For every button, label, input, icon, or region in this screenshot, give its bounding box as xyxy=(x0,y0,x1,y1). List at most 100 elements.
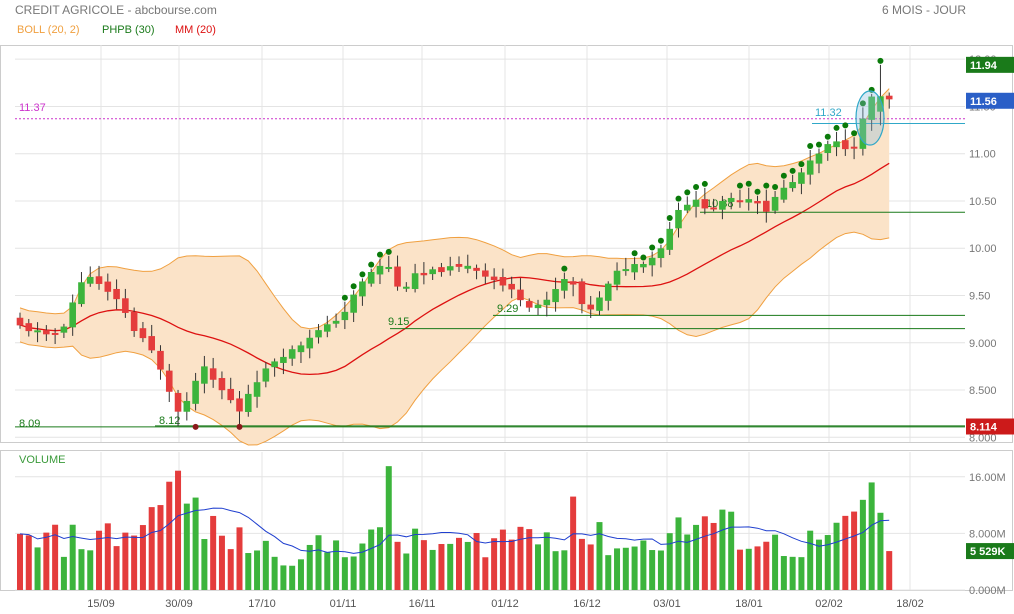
volume-bar xyxy=(175,470,182,590)
volume-bar xyxy=(859,499,866,590)
phpb-dot xyxy=(657,237,664,244)
candle-body xyxy=(280,356,287,363)
candle-body xyxy=(244,393,252,413)
volume-bar xyxy=(385,466,392,590)
volume-bar xyxy=(473,533,480,590)
volume-bar xyxy=(148,507,155,590)
volume-bar xyxy=(614,548,621,590)
x-tick-label: 03/01 xyxy=(653,598,681,610)
candle-body xyxy=(324,324,331,332)
volume-bar xyxy=(420,540,427,590)
volume-bar xyxy=(631,546,638,590)
volume-bar xyxy=(570,496,577,590)
candle-body xyxy=(613,270,621,285)
candle-body xyxy=(411,273,419,289)
candle-body xyxy=(78,282,85,305)
volume-bar xyxy=(666,533,673,590)
volume-bar xyxy=(736,549,743,590)
volume-tick-label: 8.000M xyxy=(969,528,1006,540)
phpb-dot xyxy=(859,100,866,107)
candle-body xyxy=(192,380,199,404)
candle-body xyxy=(727,197,735,202)
volume-bar xyxy=(745,548,752,590)
x-tick-label: 18/02 xyxy=(896,598,924,610)
y-tick-label: 10.50 xyxy=(969,196,997,208)
candle-body xyxy=(394,266,401,287)
candle-body xyxy=(517,289,524,301)
candle-body xyxy=(157,350,164,370)
volume-bar xyxy=(491,538,498,590)
candle-body xyxy=(499,277,507,286)
candle-body xyxy=(859,118,867,149)
level-label: 9.29 xyxy=(497,303,518,315)
candle-body xyxy=(631,264,638,273)
candle-body xyxy=(69,302,76,328)
candle-body xyxy=(376,265,384,275)
x-tick-label: 02/02 xyxy=(815,598,843,610)
candle-body xyxy=(218,378,226,391)
candle-body xyxy=(51,332,59,335)
candle-body xyxy=(438,267,445,273)
phpb-dot xyxy=(780,172,787,179)
x-tick-label: 01/12 xyxy=(491,598,519,610)
volume-bar xyxy=(87,550,94,590)
candle-body xyxy=(315,330,322,338)
candle-body xyxy=(60,326,68,333)
volume-bar xyxy=(166,481,173,590)
candle-body xyxy=(403,286,410,289)
candle-body xyxy=(122,298,129,313)
candle-body xyxy=(666,228,674,250)
x-tick-label: 30/09 xyxy=(165,598,193,610)
candle-body xyxy=(561,279,568,291)
price-tag-label: 8.114 xyxy=(970,421,998,433)
candle-body xyxy=(95,276,103,284)
candle-body xyxy=(754,200,761,204)
candle-body xyxy=(569,281,577,285)
phpb-dot xyxy=(701,180,708,187)
candle-body xyxy=(297,345,305,353)
volume-bar xyxy=(508,539,515,590)
volume-bar xyxy=(464,541,471,590)
candle-body xyxy=(534,304,542,309)
phpb-dot xyxy=(385,248,392,255)
candle-body xyxy=(113,288,120,300)
candle-body xyxy=(543,299,551,306)
moving-average-line xyxy=(19,162,890,376)
candle-body xyxy=(139,328,147,339)
volume-bar xyxy=(535,544,542,590)
candle-body xyxy=(692,199,700,207)
volume-bar xyxy=(254,550,261,590)
x-tick-label: 01/11 xyxy=(330,598,357,610)
phpb-dot xyxy=(359,271,366,278)
x-tick-label: 18/01 xyxy=(735,598,763,610)
phpb-dot xyxy=(772,183,779,190)
volume-bar xyxy=(701,516,708,590)
volume-bar xyxy=(596,522,603,590)
volume-bar xyxy=(78,549,85,590)
candle-body xyxy=(850,146,858,149)
candle-body xyxy=(34,330,41,333)
candle-body xyxy=(473,267,480,271)
volume-bar xyxy=(886,551,893,590)
candle-body xyxy=(771,196,779,211)
phpb-dot xyxy=(376,251,383,258)
phpb-dot xyxy=(666,214,673,221)
volume-bar xyxy=(34,547,41,590)
candle-body xyxy=(490,276,498,281)
volume-bar xyxy=(394,541,401,590)
candle-body xyxy=(710,207,717,210)
volume-tick-label: 0.000M xyxy=(969,585,1006,597)
candle-body xyxy=(833,141,840,148)
candle-body xyxy=(253,382,261,397)
price-tag xyxy=(966,92,1014,109)
candle-body xyxy=(719,200,726,210)
volume-bar xyxy=(341,557,348,590)
phpb-dot xyxy=(807,142,814,149)
candle-body xyxy=(201,366,208,384)
x-tick-label: 17/10 xyxy=(248,598,276,610)
legend-phpb: PHPB (30) xyxy=(102,24,155,36)
volume-bar xyxy=(183,503,190,590)
candle-body xyxy=(868,96,875,120)
candle-body xyxy=(683,204,691,211)
